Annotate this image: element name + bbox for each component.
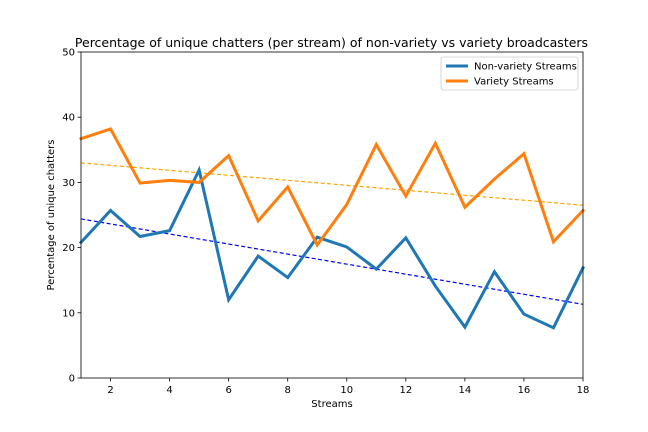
x-tick-label: 4 [166, 385, 172, 396]
x-tick-label: 12 [399, 385, 412, 396]
y-axis: 0 10 20 30 40 50 [62, 48, 81, 385]
x-tick-label: 8 [285, 385, 291, 396]
x-axis-label: Streams [311, 399, 352, 410]
x-axis: 2 4 6 8 10 12 14 16 18 [107, 378, 589, 396]
x-tick-label: 16 [518, 385, 531, 396]
legend-label: Non-variety Streams [474, 62, 577, 73]
y-tick-label: 20 [62, 243, 75, 254]
series-line-1 [79, 127, 586, 248]
trend-line [80, 162, 584, 206]
y-tick-label: 10 [62, 308, 75, 319]
chart-title: Percentage of unique chatters (per strea… [75, 35, 588, 50]
y-axis-label: Percentage of unique chatters [46, 139, 57, 290]
legend: Non-variety Streams Variety Streams [440, 56, 579, 91]
series-lines [78, 127, 586, 330]
plot-area [81, 52, 583, 378]
legend-label: Variety Streams [474, 77, 554, 88]
y-tick-label: 50 [62, 48, 75, 59]
y-tick-label: 0 [69, 374, 75, 385]
x-tick-label: 2 [107, 385, 113, 396]
y-tick-label: 30 [62, 178, 75, 189]
x-tick-label: 14 [459, 385, 472, 396]
plot-frame [80, 51, 584, 379]
series-line-0 [78, 165, 586, 330]
x-tick-label: 6 [225, 385, 231, 396]
y-tick-label: 40 [62, 113, 75, 124]
x-tick-label: 10 [340, 385, 353, 396]
legend-box [440, 56, 579, 91]
x-tick-label: 18 [577, 385, 590, 396]
